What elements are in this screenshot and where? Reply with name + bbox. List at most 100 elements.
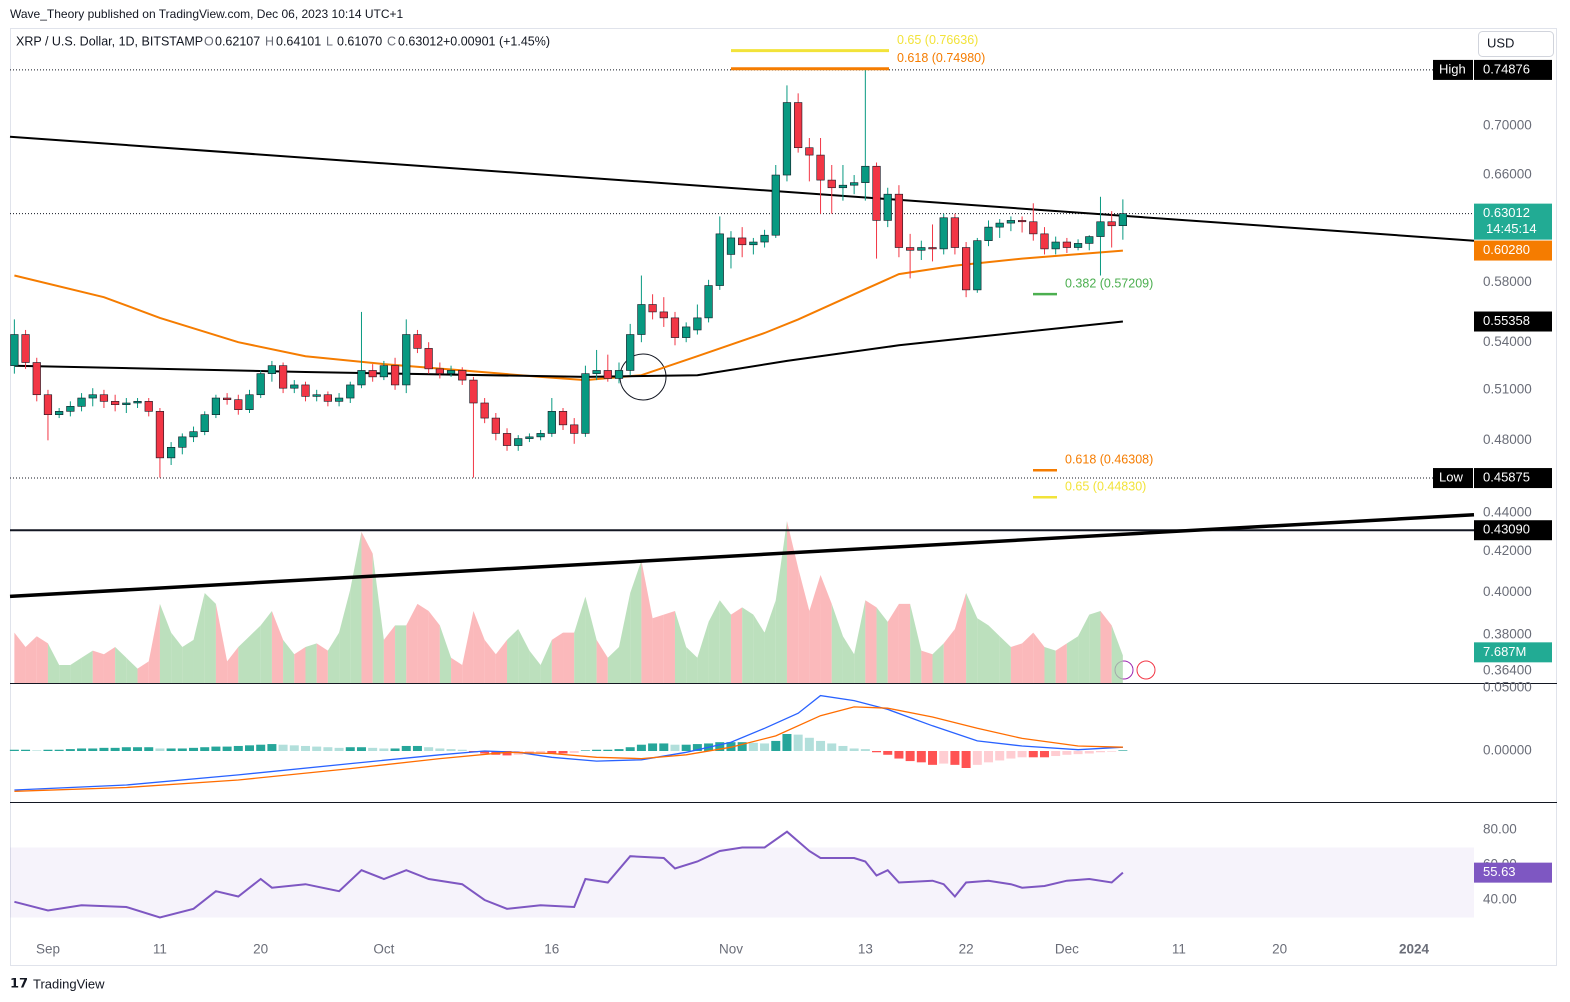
volume-area	[249, 625, 261, 683]
macd-histogram	[984, 750, 994, 763]
volume-area	[910, 603, 922, 683]
legend-key: O	[204, 34, 214, 48]
volume-area	[842, 636, 855, 683]
candle-body	[536, 433, 545, 438]
macd-histogram	[54, 749, 64, 751]
candle-body	[794, 102, 803, 149]
volume-area	[1078, 614, 1090, 683]
candle-body	[256, 373, 265, 396]
volume-area	[350, 531, 362, 683]
volume-area	[585, 596, 597, 683]
macd-histogram	[9, 749, 19, 751]
macd-histogram	[1095, 750, 1105, 753]
fib-label: 0.618 (0.74980)	[897, 51, 985, 65]
candle-body	[435, 368, 444, 374]
macd-histogram	[267, 744, 277, 751]
price-label-box	[1474, 59, 1552, 80]
candle-body	[402, 334, 411, 386]
volume-area	[70, 657, 82, 683]
macd-histogram	[77, 748, 87, 751]
candle-body	[838, 184, 848, 189]
candle-body	[827, 179, 836, 189]
candle-body	[805, 147, 814, 156]
candle-body	[446, 370, 456, 374]
macd-histogram	[356, 747, 366, 751]
candle-body	[55, 411, 64, 415]
macd-histogram	[939, 750, 949, 764]
macd-histogram	[860, 749, 870, 751]
x-tick-label: 2024	[1399, 942, 1430, 957]
candle-body	[906, 247, 915, 251]
macd-histogram	[155, 748, 165, 751]
macd-histogram	[21, 749, 31, 751]
trendline	[9, 512, 1475, 599]
volume-area	[271, 611, 284, 683]
candle-body	[581, 373, 590, 434]
candle-body	[894, 193, 904, 248]
candle-body	[917, 247, 926, 251]
candle-body	[32, 362, 41, 396]
volume-area	[25, 636, 37, 683]
volume-area	[1066, 636, 1079, 683]
volume-area	[563, 632, 575, 683]
macd-histogram	[121, 747, 131, 751]
macd-histogram	[435, 748, 445, 751]
candle-body	[155, 411, 165, 459]
currency-button[interactable]	[1478, 31, 1554, 57]
legend-value: 0.61070	[337, 34, 382, 48]
brand: TradingView	[33, 976, 105, 991]
x-tick-label: Nov	[719, 942, 743, 957]
volume-area	[215, 603, 228, 683]
macd-histogram	[536, 750, 546, 754]
candle-body	[771, 174, 780, 236]
candle-body	[749, 241, 758, 246]
volume-area	[283, 639, 295, 683]
macd-histogram	[614, 749, 624, 751]
fib-label: 0.65 (0.44830)	[1065, 480, 1146, 494]
candle-body	[290, 384, 299, 389]
volume-area	[798, 567, 810, 683]
volume-area	[1010, 643, 1023, 683]
candle-body	[424, 348, 433, 370]
candle-body	[469, 379, 478, 404]
price-label: 0.63012	[1483, 205, 1530, 220]
price-label: 0.74876	[1483, 61, 1530, 76]
candle-body	[323, 394, 332, 402]
macd-histogram	[211, 746, 221, 751]
macd-histogram	[189, 747, 199, 751]
currency[interactable]: USD	[1487, 35, 1514, 50]
candle-body	[738, 237, 747, 246]
candle-body	[144, 401, 153, 412]
y-tick-label: 0.05000	[1483, 680, 1532, 695]
candle-body	[1062, 241, 1071, 248]
x-tick-label: Oct	[373, 942, 394, 957]
volume-area	[932, 643, 944, 683]
macd-histogram	[144, 747, 154, 751]
price-label-box	[1474, 240, 1552, 261]
candle-body	[525, 436, 534, 439]
volume-area	[507, 629, 519, 683]
legend-key: H	[265, 34, 274, 48]
volume-area	[439, 625, 452, 683]
fib-label: 0.65 (0.76636)	[897, 33, 978, 47]
candle-body	[648, 304, 657, 313]
candle-body	[816, 154, 825, 181]
candle-body	[570, 424, 579, 434]
volume-area	[977, 618, 989, 683]
candle-body	[278, 365, 288, 389]
macd-histogram	[502, 750, 512, 756]
y-tick-label: 0.58000	[1483, 274, 1532, 289]
event-icon[interactable]	[1136, 660, 1156, 680]
candle-body	[122, 402, 131, 405]
candle-body	[312, 394, 321, 397]
fib-label: 0.382 (0.57209)	[1065, 276, 1153, 290]
volume-area	[14, 632, 26, 683]
candle-body	[928, 247, 937, 250]
candle-body	[379, 365, 388, 378]
rsi-line	[14, 830, 1124, 919]
volume-area	[327, 632, 340, 683]
macd-histogram	[110, 747, 120, 751]
candle-body	[850, 182, 859, 186]
macd-histogram	[379, 748, 389, 751]
candle-body	[547, 411, 556, 434]
